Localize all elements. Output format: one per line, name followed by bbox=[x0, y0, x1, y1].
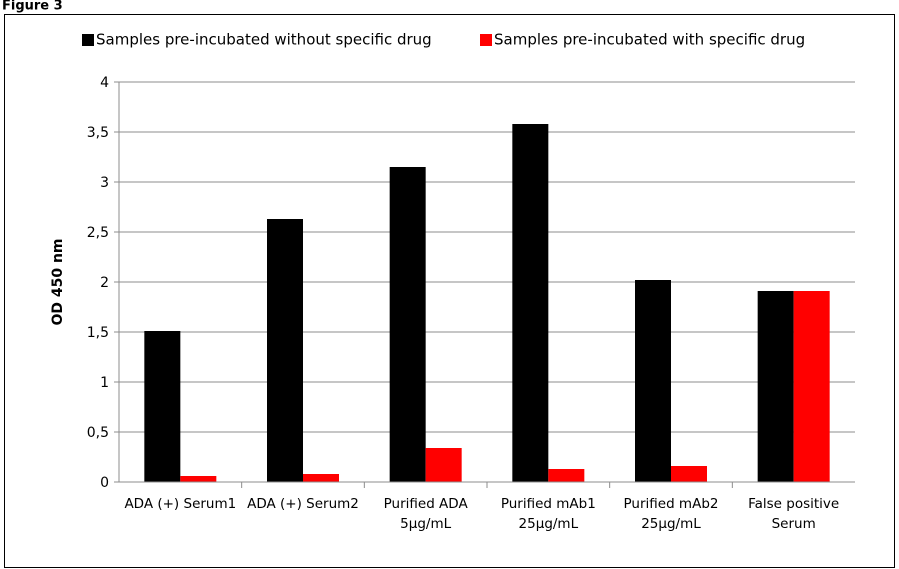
x-category-label: Serum bbox=[772, 516, 816, 532]
bars bbox=[144, 124, 830, 482]
legend-label-with-drug: Samples pre-incubated with specific drug bbox=[494, 31, 805, 49]
x-axis-categories: ADA (+) Serum1 ADA (+) Serum2 Purified ADA… bbox=[124, 496, 839, 532]
figure-label: Figure 3 bbox=[2, 0, 63, 14]
legend: Samples pre-incubated without specific d… bbox=[82, 31, 805, 49]
bar-without-drug bbox=[389, 167, 426, 482]
y-tick-label: 1,5 bbox=[87, 325, 109, 341]
legend-swatch-with-drug bbox=[480, 34, 492, 46]
axes bbox=[118, 82, 855, 488]
bar-without-drug bbox=[267, 219, 303, 482]
bar-with-drug bbox=[303, 474, 339, 482]
gridlines bbox=[119, 81, 855, 433]
y-tick-label: 4 bbox=[100, 75, 109, 91]
x-category-label: Purified mAb1 bbox=[501, 496, 596, 512]
chart-frame bbox=[4, 14, 895, 568]
legend-swatch-without-drug bbox=[82, 34, 94, 46]
y-tick-label: 3 bbox=[100, 175, 109, 191]
x-category-label: False positive bbox=[748, 496, 839, 512]
x-category-label: 25µg/mL bbox=[641, 516, 701, 532]
y-tick-label: 0 bbox=[100, 475, 109, 491]
x-category-label: Purified ADA bbox=[384, 496, 469, 512]
x-category-label: ADA (+) Serum2 bbox=[247, 496, 359, 512]
y-axis-ticks: 0 0,5 1 1,5 2 2,5 3 3,5 4 bbox=[87, 75, 119, 491]
bar-with-drug bbox=[180, 476, 217, 482]
bar-without-drug bbox=[512, 124, 549, 482]
y-axis-label: OD 450 nm bbox=[50, 238, 66, 325]
y-tick-label: 1 bbox=[100, 375, 109, 391]
y-tick-label: 3,5 bbox=[87, 125, 109, 141]
x-category-label: ADA (+) Serum1 bbox=[124, 496, 236, 512]
y-tick-label: 0,5 bbox=[87, 425, 109, 441]
x-category-label: 5µg/mL bbox=[400, 516, 451, 532]
bar-without-drug bbox=[144, 331, 181, 482]
y-tick-label: 2,5 bbox=[87, 225, 109, 241]
bar-with-drug bbox=[671, 466, 707, 482]
legend-label-without-drug: Samples pre-incubated without specific d… bbox=[96, 31, 432, 49]
x-category-label: 25µg/mL bbox=[519, 516, 579, 532]
bar-without-drug bbox=[757, 291, 794, 482]
bar-with-drug bbox=[548, 469, 585, 482]
bar-with-drug bbox=[425, 448, 462, 482]
bar-with-drug bbox=[793, 291, 830, 482]
x-category-label: Purified mAb2 bbox=[624, 496, 719, 512]
bar-without-drug bbox=[635, 280, 671, 482]
y-tick-label: 2 bbox=[100, 275, 109, 291]
